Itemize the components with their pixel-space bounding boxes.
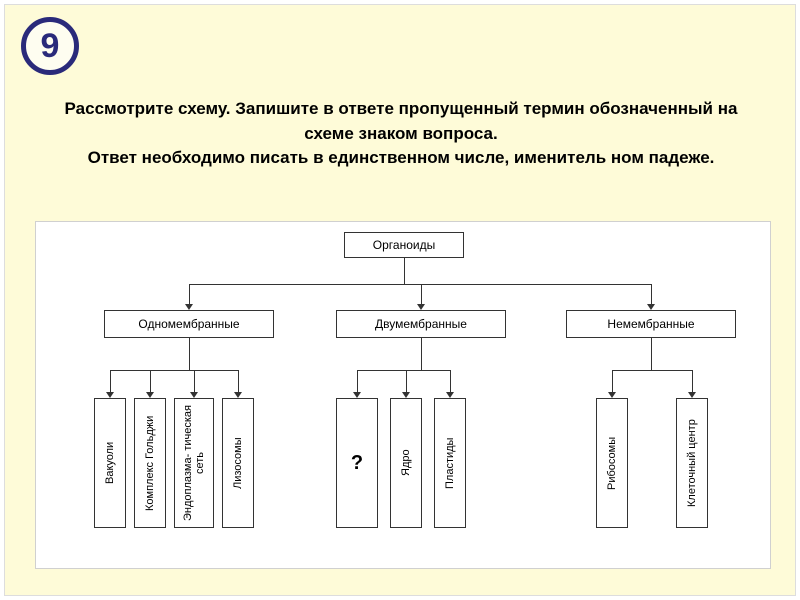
task-line-2: Ответ необходимо писать в единственном ч…: [59, 146, 743, 171]
diagram-container: Органоиды Одномембранные Двумембранные Неме…: [35, 221, 771, 569]
connector-line: [194, 370, 195, 392]
connector-line: [110, 370, 238, 371]
connector-line: [357, 370, 358, 392]
connector-line: [421, 338, 422, 370]
connector-line: [404, 258, 405, 284]
connector-line: [110, 370, 111, 392]
node-leaf-0-2: Эндоплазма- тическая сеть: [174, 398, 214, 528]
node-leaf-0-1: Комплекс Гольджи: [134, 398, 166, 528]
question-number-badge: 9: [21, 17, 79, 75]
connector-line: [612, 370, 692, 371]
task-text: Рассмотрите схему. Запишите в ответе про…: [59, 97, 743, 171]
slide: 9 Рассмотрите схему. Запишите в ответе п…: [4, 4, 796, 596]
connector-line: [189, 338, 190, 370]
connector-line: [651, 338, 652, 370]
node-leaf-0-3: Лизосомы: [222, 398, 254, 528]
connector-line: [150, 370, 151, 392]
connector-line: [450, 370, 451, 392]
node-leaf-1-1: Ядро: [390, 398, 422, 528]
node-leaf-1-2: Пластиды: [434, 398, 466, 528]
connector-line: [357, 370, 450, 371]
node-group-0: Одномембранные: [104, 310, 274, 338]
node-root: Органоиды: [344, 232, 464, 258]
connector-line: [189, 284, 190, 304]
connector-line: [692, 370, 693, 392]
connector-line: [189, 284, 651, 285]
node-leaf-2-0: Рибосомы: [596, 398, 628, 528]
connector-line: [238, 370, 239, 392]
node-leaf-0-0: Вакуоли: [94, 398, 126, 528]
connector-line: [406, 370, 407, 392]
node-group-1: Двумембранные: [336, 310, 506, 338]
node-group-2: Немембранные: [566, 310, 736, 338]
connector-line: [612, 370, 613, 392]
diagram: Органоиды Одномембранные Двумембранные Неме…: [36, 222, 770, 568]
node-leaf-1-0: ?: [336, 398, 378, 528]
connector-line: [651, 284, 652, 304]
node-leaf-2-1: Клеточный центр: [676, 398, 708, 528]
task-line-1: Рассмотрите схему. Запишите в ответе про…: [59, 97, 743, 146]
question-number: 9: [41, 27, 60, 66]
connector-line: [421, 284, 422, 304]
